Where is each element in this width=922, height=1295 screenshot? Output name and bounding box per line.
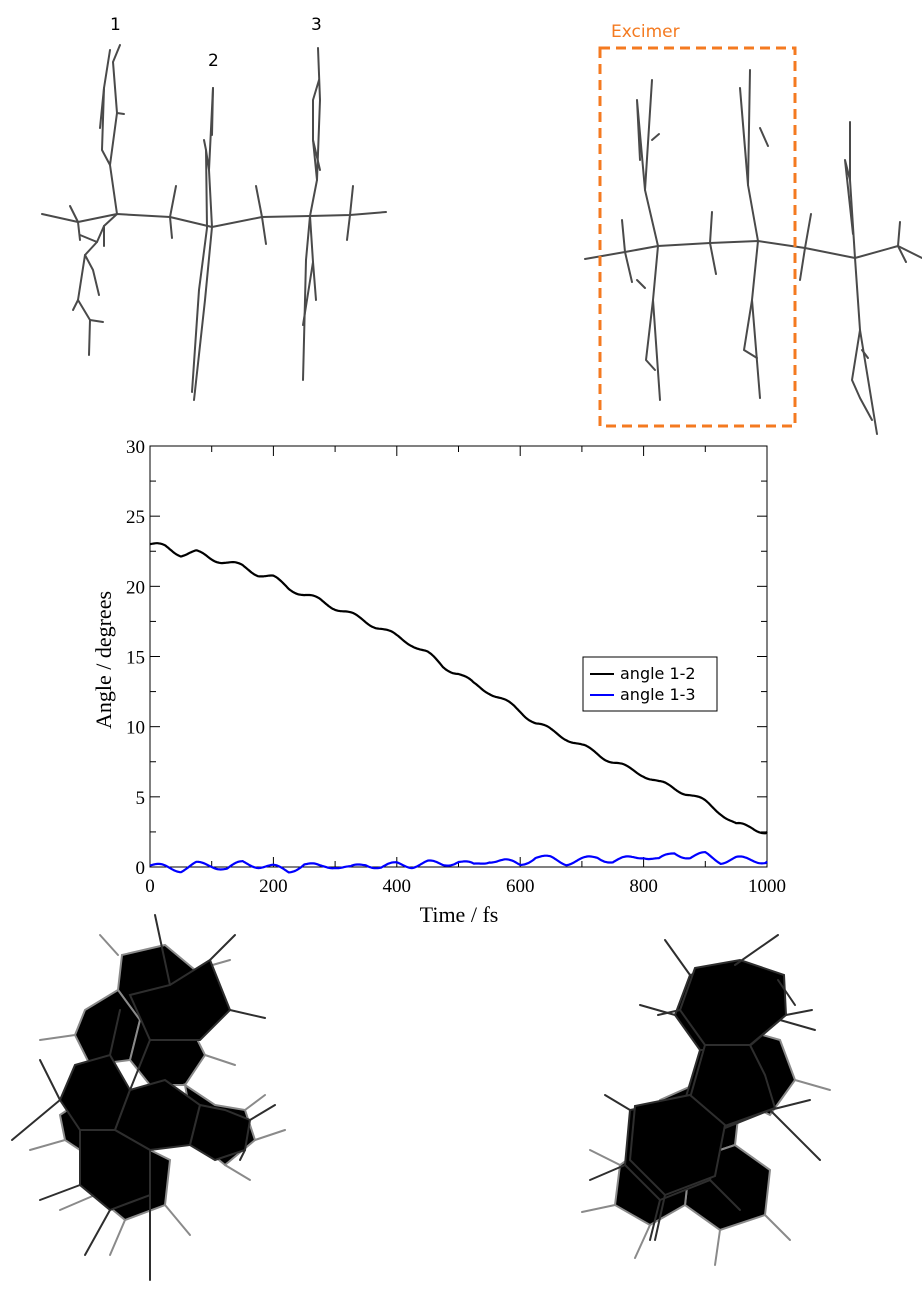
x-tick-label: 200	[259, 876, 288, 897]
x-tick-labels: 0 200 400 600 800 1000	[145, 876, 786, 897]
x-tick-label: 400	[383, 876, 412, 897]
x-tick-label: 1000	[748, 876, 786, 897]
trimer-structure-right	[584, 69, 922, 435]
y-tick-label: 15	[126, 648, 145, 669]
series-lines	[149, 542, 768, 874]
excimer-box	[598, 46, 797, 428]
excimer-label: Excimer	[611, 22, 680, 42]
legend-label-angle-1-3: angle 1-3	[620, 685, 696, 704]
series-line-angle-1-3	[149, 850, 768, 874]
molecule-label-2: 2	[208, 51, 219, 71]
trimer-structure-left	[41, 44, 387, 401]
x-tick-label: 0	[145, 876, 155, 897]
top-view-structure-left	[11, 914, 286, 1281]
legend-label-angle-1-2: angle 1-2	[620, 664, 696, 683]
series-line-angle-1-2	[149, 542, 768, 835]
x-tick-label: 600	[506, 876, 535, 897]
y-axis-title: Angle / degrees	[91, 591, 116, 729]
y-tick-label: 25	[126, 507, 145, 528]
legend-box	[582, 656, 718, 712]
top-view-structure-right	[581, 934, 831, 1266]
y-tick-label: 30	[126, 437, 145, 458]
molecule-label-1: 1	[110, 15, 121, 35]
y-tick-label: 20	[126, 577, 145, 598]
y-tick-label: 10	[126, 718, 145, 739]
y-tick-label: 5	[136, 788, 146, 809]
y-tick-labels: 0 5 10 15 20 25 30	[126, 437, 145, 879]
x-axis-title: Time / fs	[420, 902, 499, 927]
angle-chart: 0 200 400 600 800 1000 0 5 10 15 20 25 30 Time / fs…	[91, 437, 786, 927]
tick-marks	[149, 445, 768, 868]
legend: angle 1-2 angle 1-3	[582, 656, 718, 712]
x-tick-label: 800	[629, 876, 658, 897]
molecule-label-3: 3	[311, 15, 322, 35]
y-tick-label: 0	[136, 858, 146, 879]
